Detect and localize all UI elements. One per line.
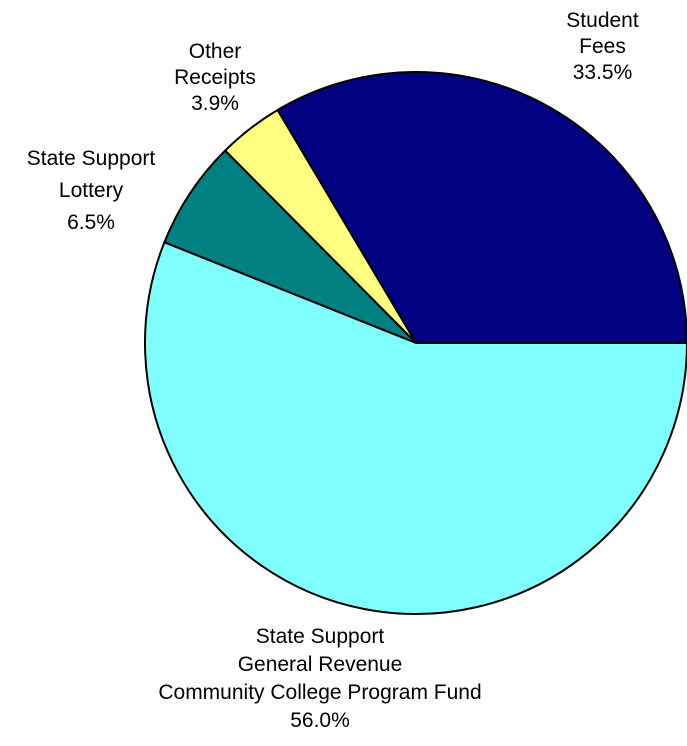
label-other-receipts-line1: Other	[188, 40, 242, 63]
label-other-receipts: Other Receipts 3.9%	[160, 39, 270, 117]
label-lottery-line1: State Support	[26, 147, 156, 170]
label-general-revenue-pct: 56.0%	[290, 709, 350, 732]
pie-slice-general-revenue	[144, 241, 687, 615]
label-student-fees-pct: 33.5%	[572, 61, 633, 84]
pie-slice-lottery	[163, 149, 417, 344]
label-lottery-pct: 6.5%	[67, 211, 115, 234]
label-general-revenue-line3: Community College Program Fund	[158, 681, 482, 704]
label-lottery: State Support Lottery 6.5%	[0, 143, 182, 239]
pie-slice-student-fees	[276, 71, 687, 344]
label-other-receipts-pct: 3.9%	[191, 92, 239, 115]
label-general-revenue-line1: State Support	[255, 625, 385, 648]
label-general-revenue-line2: General Revenue	[237, 653, 403, 676]
label-student-fees-line1: Student	[566, 9, 639, 32]
label-student-fees-line2: Fees	[579, 35, 626, 58]
label-general-revenue: State Support General Revenue Community …	[110, 623, 530, 735]
label-lottery-line2: Lottery	[58, 179, 124, 202]
label-other-receipts-line2: Receipts	[174, 66, 256, 89]
label-student-fees: Student Fees 33.5%	[555, 8, 650, 86]
